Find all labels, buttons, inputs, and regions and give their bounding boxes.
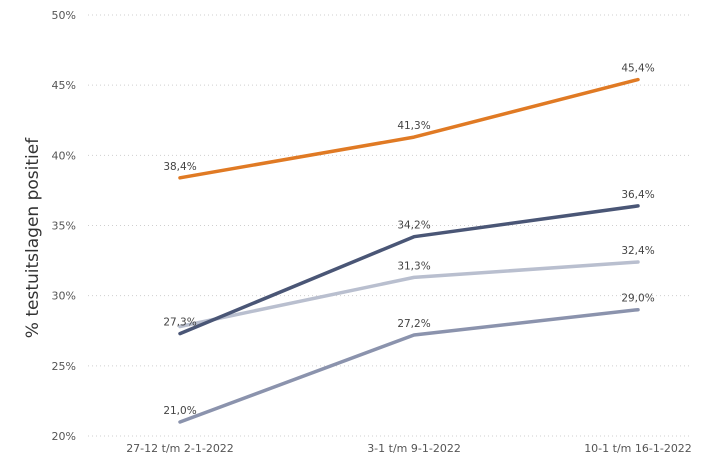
y-tick-label: 25% <box>52 360 76 373</box>
y-axis-label: % testuitslagen positief <box>23 137 43 338</box>
data-label: 36,4% <box>621 189 654 201</box>
series-line <box>178 260 640 329</box>
data-label: 31,3% <box>397 260 430 272</box>
y-tick-label: 45% <box>52 79 76 92</box>
data-label: 38,4% <box>163 161 196 173</box>
series-lines <box>178 77 640 424</box>
y-tick-label: 20% <box>52 430 76 443</box>
y-tick-label: 50% <box>52 9 76 22</box>
data-label: 45,4% <box>621 63 654 75</box>
y-axis-ticks: 20% 25% 30% 35% 40% 45% 50% <box>52 9 76 443</box>
data-label: 32,4% <box>621 245 654 257</box>
data-label: 34,2% <box>397 220 430 232</box>
y-tick-label: 35% <box>52 220 76 233</box>
x-tick-label: 3-1 t/m 9-1-2022 <box>367 442 461 455</box>
gridlines <box>88 14 690 437</box>
series-line <box>178 204 640 336</box>
data-label: 29,0% <box>621 293 654 305</box>
data-label: 27,2% <box>397 318 430 330</box>
series-line <box>178 77 640 180</box>
y-tick-label: 30% <box>52 290 76 303</box>
x-axis-ticks: 27-12 t/m 2-1-2022 3-1 t/m 9-1-2022 10-1 t… <box>126 442 692 455</box>
data-label: 41,3% <box>397 120 430 132</box>
x-tick-label: 10-1 t/m 16-1-2022 <box>584 442 692 455</box>
data-label: 27,3% <box>163 317 196 329</box>
x-tick-label: 27-12 t/m 2-1-2022 <box>126 442 234 455</box>
y-tick-label: 40% <box>52 149 76 162</box>
data-label: 21,0% <box>163 405 196 417</box>
data-labels: 38,4% 41,3% 45,4% 27,3% 34,2% 36,4% 31,3% 32,4%… <box>163 63 654 417</box>
series-line <box>178 307 640 424</box>
